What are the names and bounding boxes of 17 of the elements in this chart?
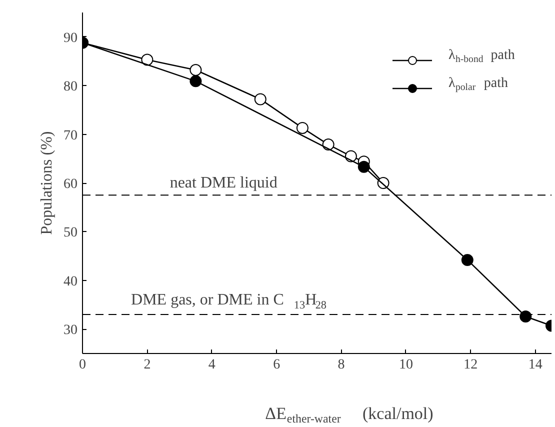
y-tick-label: 60	[64, 177, 78, 192]
x-tick-label: 14	[528, 358, 542, 372]
x-tick-label: 10	[398, 358, 413, 372]
y-tick-label: 40	[64, 274, 78, 290]
x-tick-label: 12	[464, 358, 478, 372]
x-tick-label: 2	[144, 358, 151, 372]
y-tick-label: 50	[64, 226, 78, 241]
x-tick-label: 0	[79, 358, 86, 372]
y-tick-label: 30	[64, 323, 78, 338]
x-tick-label: 6	[273, 358, 280, 372]
y-axis-title: Populations (%)	[38, 131, 56, 235]
x-tick-label: 4	[208, 358, 216, 372]
y-tick-label: 90	[64, 30, 78, 46]
x-tick-label: 8	[338, 358, 345, 372]
y-tick-label: 80	[64, 80, 78, 95]
y-tick-label: 70	[64, 128, 78, 144]
ref-line-label: neat DME liquid	[170, 174, 278, 192]
